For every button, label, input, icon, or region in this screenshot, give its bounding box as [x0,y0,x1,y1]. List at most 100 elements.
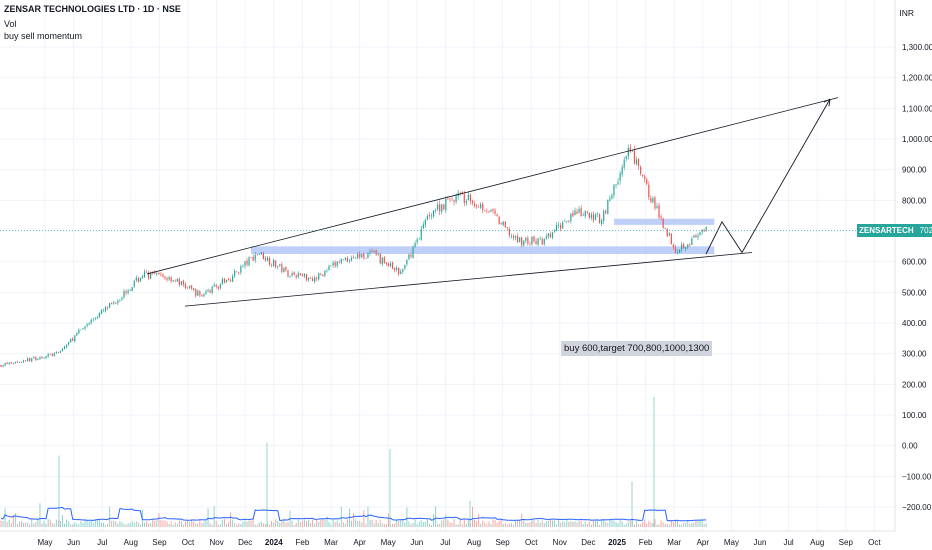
volume-bar [353,513,355,527]
candle-body [633,149,636,164]
volume-bar [515,520,517,527]
volume-bar [189,521,191,527]
candle-body [498,216,500,224]
volume-bar [437,523,439,527]
candle-body [92,319,94,321]
candle-body [244,261,246,267]
candle-body [207,290,209,292]
volume-bar [328,521,330,527]
volume-bar [580,520,582,527]
time-tick-label: Mar [324,538,338,547]
candle-body [277,266,279,267]
candle-body [338,262,340,263]
volume-bar [62,515,63,527]
volume-bar [6,521,8,527]
volume-bar [668,524,670,527]
projection-arrowhead [823,98,831,107]
candle-body [355,257,357,259]
candle-body [463,194,465,204]
volume-bar [607,523,609,527]
time-tick-label: 2024 [265,538,283,547]
time-tick-label: Nov [553,538,567,547]
volume-bar [385,524,387,527]
volume-bar [476,521,478,527]
volume-bar [404,522,406,527]
candle-body [357,254,359,258]
candle-body [676,252,679,253]
candle-body [215,284,217,287]
volume-bar [443,519,445,527]
volume-bar [695,520,697,527]
volume-bar [574,521,576,527]
volume-bar [703,524,705,527]
momentum-indicator-label[interactable]: buy sell momentum [4,31,83,41]
last-price-value: 702.25 [919,225,932,235]
candle-body [539,238,541,239]
candle-body [398,267,400,275]
volume-spike [653,397,655,527]
volume-bar [367,506,369,527]
symbol-label: ZENSARTECH [859,225,914,235]
candle-body [74,335,76,342]
volume-bar [187,520,189,527]
candle-body [189,285,191,288]
volume-bar [609,520,611,527]
volume-indicator-label[interactable]: Vol [4,19,17,29]
volume-bar [240,523,242,527]
volume-bar [494,520,496,527]
volume-bar [613,520,615,527]
volume-bar [230,512,232,527]
candle-body [137,278,139,282]
candle-body [601,220,603,224]
candle-body [461,191,463,194]
candle-body [635,159,638,165]
volume-bar [541,520,543,527]
candle-body [361,253,363,257]
candle-body [670,233,672,245]
candle-body [145,272,148,273]
candle-body [408,254,410,260]
candle-body [572,212,574,217]
volume-bar [269,524,271,527]
candle-body [471,200,474,204]
candle-body [545,236,547,239]
candle-body [387,263,390,266]
time-tick-label: Nov [209,538,223,547]
candle-body [367,253,369,259]
candle-body [160,273,162,275]
candle-body [281,264,283,272]
volume-bar [357,520,359,527]
candle-body [627,147,629,157]
candle-body [2,365,4,367]
volume-bar [558,519,560,527]
candle-body [394,267,396,270]
candle-body [22,360,25,363]
candle-body [35,356,37,361]
volume-bar [18,521,20,527]
volume-bar [16,524,18,527]
chart-annotation[interactable]: buy 600,target 700,800,1000,1300 [561,341,713,356]
candle-body [221,279,223,285]
volume-bar [486,524,488,527]
volume-bar [426,519,428,527]
volume-bar [228,522,230,527]
volume-bar [301,520,303,527]
candle-body [416,239,418,243]
price-tick-label: 0.00 [902,442,918,451]
candle-body [363,253,365,259]
candle-body [318,273,320,280]
volume-bar [310,523,312,527]
volume-spike [631,481,633,527]
volume-bar [638,523,640,527]
candle-body [662,218,664,228]
candle-body [59,351,62,353]
candle-body [121,297,123,300]
volume-bar [373,523,375,527]
candle-body [576,211,578,214]
price-tick-label: 200.00 [902,380,927,389]
volume-bar [435,506,437,527]
price-tick-label: 900.00 [902,166,927,175]
volume-bar [457,524,459,527]
candle-body [8,362,10,364]
